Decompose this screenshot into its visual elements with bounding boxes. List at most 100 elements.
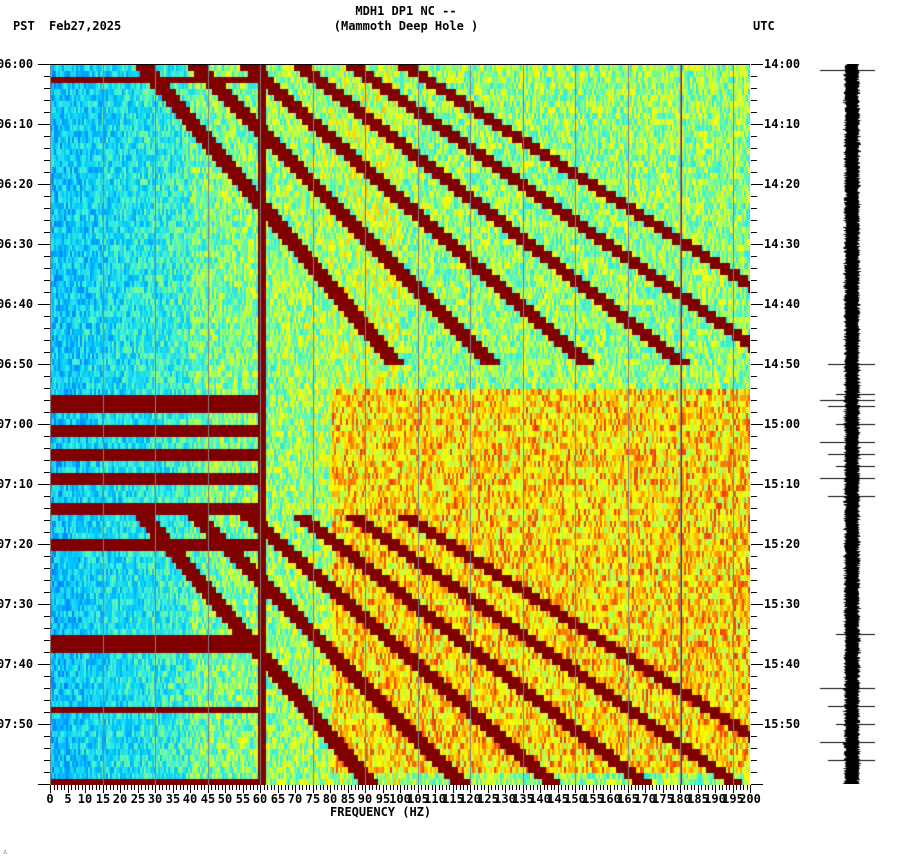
x-tick bbox=[243, 785, 244, 793]
x-tick bbox=[733, 785, 734, 793]
x-tick bbox=[323, 785, 324, 790]
x-tick bbox=[530, 785, 531, 790]
x-tick bbox=[376, 785, 377, 790]
x-tick bbox=[131, 785, 132, 790]
x-tick bbox=[61, 785, 62, 790]
right-tick-label: 15:00 bbox=[764, 417, 801, 431]
x-tick-label: 5 bbox=[64, 792, 72, 806]
right-tick bbox=[751, 340, 757, 341]
left-tick-label: 07:00 bbox=[0, 417, 34, 431]
right-tick bbox=[751, 292, 757, 293]
x-tick bbox=[593, 785, 594, 793]
x-tick bbox=[743, 785, 744, 790]
x-tick bbox=[250, 785, 251, 790]
x-tick bbox=[652, 785, 653, 790]
left-tick bbox=[44, 640, 50, 641]
x-tick bbox=[330, 785, 331, 793]
x-tick-label: 100 bbox=[389, 792, 411, 806]
left-tick-label: 06:10 bbox=[0, 117, 34, 131]
x-tick bbox=[470, 785, 471, 793]
x-tick bbox=[264, 785, 265, 790]
left-tick bbox=[44, 712, 50, 713]
x-tick bbox=[411, 785, 412, 790]
right-tick bbox=[751, 136, 757, 137]
x-tick bbox=[260, 785, 261, 793]
x-tick bbox=[369, 785, 370, 790]
x-tick-label: 195 bbox=[722, 792, 744, 806]
left-tick bbox=[44, 628, 50, 629]
right-tick-label: 15:40 bbox=[764, 657, 801, 671]
x-tick bbox=[57, 785, 58, 790]
x-tick bbox=[610, 785, 611, 793]
spectrogram-plot bbox=[50, 64, 750, 785]
x-tick bbox=[320, 785, 321, 790]
left-tick-label: 06:20 bbox=[0, 177, 34, 191]
x-tick bbox=[103, 785, 104, 793]
x-tick bbox=[246, 785, 247, 790]
x-tick bbox=[533, 785, 534, 790]
x-tick-label: 170 bbox=[634, 792, 656, 806]
right-tick bbox=[751, 472, 757, 473]
x-tick-label: 165 bbox=[617, 792, 639, 806]
left-tick bbox=[44, 448, 50, 449]
right-tick bbox=[751, 148, 757, 149]
left-tick-label: 06:00 bbox=[0, 57, 34, 71]
x-tick-label: 30 bbox=[147, 792, 163, 806]
right-tick-label: 14:40 bbox=[764, 297, 801, 311]
x-tick bbox=[173, 785, 174, 793]
x-tick bbox=[565, 785, 566, 790]
x-tick bbox=[222, 785, 223, 790]
right-tick-label: 15:10 bbox=[764, 477, 801, 491]
spectrogram-heatmap bbox=[50, 65, 750, 785]
x-tick bbox=[292, 785, 293, 790]
x-tick-label: 40 bbox=[182, 792, 198, 806]
x-tick bbox=[236, 785, 237, 790]
x-tick bbox=[302, 785, 303, 790]
x-tick bbox=[729, 785, 730, 790]
x-tick bbox=[698, 785, 699, 793]
right-tick bbox=[751, 784, 763, 785]
left-tick bbox=[38, 124, 50, 125]
x-tick bbox=[498, 785, 499, 790]
right-tick bbox=[751, 568, 757, 569]
right-tick bbox=[751, 652, 757, 653]
left-tick bbox=[44, 316, 50, 317]
right-tick bbox=[751, 88, 757, 89]
x-tick bbox=[295, 785, 296, 793]
right-tick-label: 14:10 bbox=[764, 117, 801, 131]
x-tick bbox=[208, 785, 209, 793]
x-tick bbox=[383, 785, 384, 793]
right-tick bbox=[751, 484, 763, 485]
x-tick bbox=[386, 785, 387, 790]
x-tick-label: 80 bbox=[322, 792, 338, 806]
left-tick bbox=[38, 604, 50, 605]
left-tick-label: 07:30 bbox=[0, 597, 34, 611]
right-tick bbox=[751, 172, 757, 173]
x-tick bbox=[726, 785, 727, 790]
x-tick bbox=[680, 785, 681, 793]
right-tick bbox=[751, 604, 763, 605]
left-tick bbox=[44, 616, 50, 617]
x-tick bbox=[628, 785, 629, 793]
x-tick bbox=[218, 785, 219, 790]
right-tick bbox=[751, 580, 757, 581]
x-tick-label: 145 bbox=[547, 792, 569, 806]
right-tick bbox=[751, 748, 757, 749]
x-tick bbox=[439, 785, 440, 790]
x-tick bbox=[614, 785, 615, 790]
seismogram-waveform bbox=[800, 64, 900, 784]
right-tick bbox=[751, 508, 757, 509]
x-tick bbox=[225, 785, 226, 793]
right-tick bbox=[751, 376, 757, 377]
x-tick bbox=[239, 785, 240, 790]
left-tick bbox=[44, 760, 50, 761]
x-tick bbox=[719, 785, 720, 790]
seismogram-trace bbox=[800, 64, 900, 784]
left-tick bbox=[44, 568, 50, 569]
right-tick bbox=[751, 412, 757, 413]
x-tick bbox=[267, 785, 268, 790]
right-tick bbox=[751, 220, 757, 221]
x-tick-label: 70 bbox=[287, 792, 303, 806]
x-tick bbox=[572, 785, 573, 790]
right-tick bbox=[751, 280, 757, 281]
